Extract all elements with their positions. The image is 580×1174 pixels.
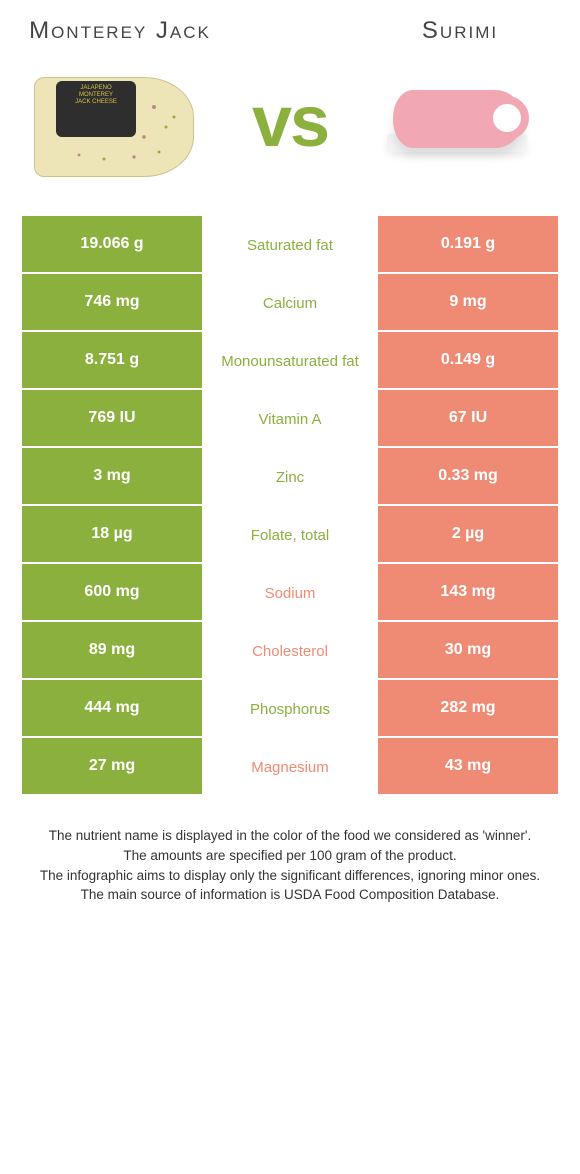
table-row: 444 mgPhosphorus282 mg — [22, 680, 558, 738]
surimi-icon — [381, 72, 551, 172]
cell-nutrient-label: Saturated fat — [202, 216, 378, 274]
cell-nutrient-label: Vitamin A — [202, 390, 378, 448]
cell-left-value: 27 mg — [22, 738, 202, 796]
header: Monterey Jack Surimi — [0, 0, 580, 52]
cell-left-value: 8.751 g — [22, 332, 202, 390]
header-left: Monterey Jack — [20, 18, 220, 52]
footer-notes: The nutrient name is displayed in the co… — [0, 796, 580, 924]
cell-left-value: 600 mg — [22, 564, 202, 622]
vs-label: vs — [220, 81, 360, 163]
cell-right-value: 0.191 g — [378, 216, 558, 274]
cell-right-value: 143 mg — [378, 564, 558, 622]
cell-nutrient-label: Phosphorus — [202, 680, 378, 738]
food-right-title: Surimi — [360, 18, 560, 44]
table-row: 27 mgMagnesium43 mg — [22, 738, 558, 796]
header-right: Surimi — [360, 18, 560, 52]
table-row: 600 mgSodium143 mg — [22, 564, 558, 622]
cell-left-value: 18 µg — [22, 506, 202, 564]
cell-left-value: 746 mg — [22, 274, 202, 332]
cell-nutrient-label: Magnesium — [202, 738, 378, 796]
cell-left-value: 444 mg — [22, 680, 202, 738]
cell-right-value: 67 IU — [378, 390, 558, 448]
footer-line: The nutrient name is displayed in the co… — [30, 826, 550, 846]
table-row: 19.066 gSaturated fat0.191 g — [22, 216, 558, 274]
cheese-icon: JALAPENOMONTEREYJACK CHEESE — [34, 67, 194, 177]
food-left-title: Monterey Jack — [20, 18, 220, 44]
cell-right-value: 2 µg — [378, 506, 558, 564]
table-row: 746 mgCalcium9 mg — [22, 274, 558, 332]
cell-right-value: 0.33 mg — [378, 448, 558, 506]
table-row: 3 mgZinc0.33 mg — [22, 448, 558, 506]
table-row: 8.751 gMonounsaturated fat0.149 g — [22, 332, 558, 390]
cell-right-value: 30 mg — [378, 622, 558, 680]
cell-left-value: 89 mg — [22, 622, 202, 680]
cell-left-value: 19.066 g — [22, 216, 202, 274]
food-left-image: JALAPENOMONTEREYJACK CHEESE — [24, 52, 204, 192]
cell-right-value: 43 mg — [378, 738, 558, 796]
cell-left-value: 769 IU — [22, 390, 202, 448]
cell-right-value: 9 mg — [378, 274, 558, 332]
nutrient-table: 19.066 gSaturated fat0.191 g746 mgCalciu… — [22, 216, 558, 796]
image-row: JALAPENOMONTEREYJACK CHEESE vs — [0, 52, 580, 216]
footer-line: The amounts are specified per 100 gram o… — [30, 846, 550, 866]
cell-nutrient-label: Zinc — [202, 448, 378, 506]
cell-left-value: 3 mg — [22, 448, 202, 506]
cell-nutrient-label: Sodium — [202, 564, 378, 622]
cell-nutrient-label: Monounsaturated fat — [202, 332, 378, 390]
table-row: 769 IUVitamin A67 IU — [22, 390, 558, 448]
cell-nutrient-label: Calcium — [202, 274, 378, 332]
footer-line: The main source of information is USDA F… — [30, 885, 550, 905]
cell-nutrient-label: Cholesterol — [202, 622, 378, 680]
table-row: 18 µgFolate, total2 µg — [22, 506, 558, 564]
food-right-image — [376, 52, 556, 192]
cell-right-value: 0.149 g — [378, 332, 558, 390]
cell-nutrient-label: Folate, total — [202, 506, 378, 564]
cell-right-value: 282 mg — [378, 680, 558, 738]
table-row: 89 mgCholesterol30 mg — [22, 622, 558, 680]
footer-line: The infographic aims to display only the… — [30, 866, 550, 886]
